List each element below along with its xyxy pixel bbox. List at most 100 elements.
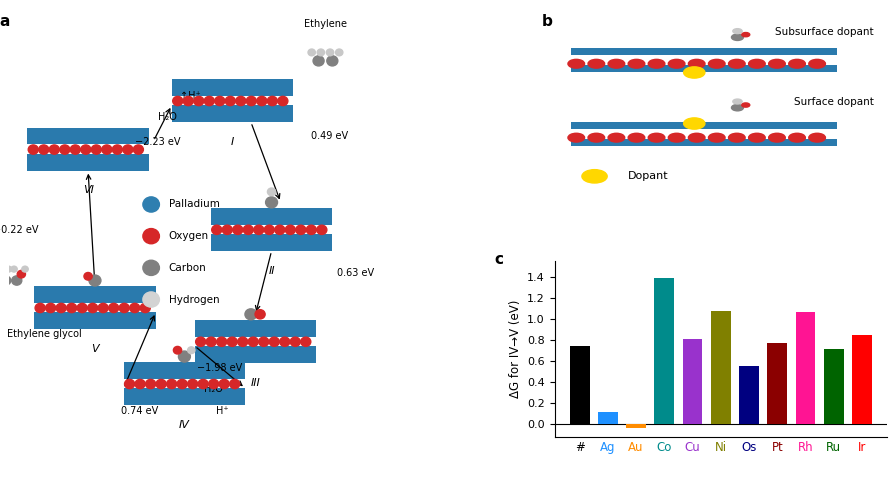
Circle shape (728, 133, 745, 142)
Circle shape (0, 270, 5, 278)
Circle shape (35, 303, 45, 312)
Circle shape (130, 303, 140, 312)
Circle shape (209, 379, 219, 389)
Circle shape (317, 49, 324, 56)
Circle shape (809, 60, 825, 68)
Circle shape (204, 96, 214, 106)
Circle shape (285, 225, 296, 234)
Text: IV: IV (179, 420, 190, 430)
Circle shape (327, 56, 338, 66)
Circle shape (66, 303, 77, 312)
Bar (768, 343, 788, 424)
Circle shape (211, 225, 222, 234)
Circle shape (668, 133, 685, 142)
Circle shape (709, 60, 725, 68)
Circle shape (668, 60, 685, 68)
Text: b: b (541, 14, 552, 29)
Circle shape (17, 270, 25, 278)
Circle shape (313, 56, 324, 66)
Circle shape (236, 96, 246, 106)
Circle shape (684, 118, 705, 129)
Text: c: c (495, 252, 504, 267)
Circle shape (688, 60, 705, 68)
Circle shape (142, 260, 159, 276)
Circle shape (267, 96, 278, 106)
Bar (572, 122, 837, 129)
Circle shape (135, 379, 145, 389)
Bar (572, 48, 837, 55)
Circle shape (142, 197, 159, 212)
Circle shape (81, 145, 90, 154)
Text: Surface dopant: Surface dopant (794, 97, 874, 108)
Bar (172, 79, 293, 96)
Text: Hydrogen: Hydrogen (168, 295, 220, 304)
Circle shape (11, 266, 17, 272)
Bar (194, 320, 316, 336)
Circle shape (5, 266, 12, 272)
Bar (34, 312, 156, 329)
Circle shape (265, 197, 278, 208)
Circle shape (125, 379, 134, 389)
Circle shape (709, 133, 725, 142)
Circle shape (12, 276, 22, 285)
Circle shape (245, 309, 257, 320)
Circle shape (728, 60, 745, 68)
Circle shape (173, 96, 183, 106)
Bar (124, 362, 246, 379)
Circle shape (742, 33, 750, 37)
Text: 0.63 eV: 0.63 eV (337, 268, 374, 278)
Y-axis label: ΔG for IV→V (eV): ΔG for IV→V (eV) (509, 300, 521, 398)
Circle shape (222, 225, 232, 234)
Circle shape (326, 49, 333, 56)
Circle shape (156, 379, 166, 389)
Bar (739, 366, 759, 424)
Circle shape (145, 379, 156, 389)
Circle shape (308, 49, 315, 56)
Circle shape (296, 225, 306, 234)
Bar (27, 128, 149, 144)
Circle shape (257, 96, 267, 106)
Circle shape (769, 133, 785, 142)
Circle shape (588, 60, 605, 68)
Bar (124, 388, 246, 405)
Text: Ethylene: Ethylene (304, 19, 347, 29)
Circle shape (335, 49, 343, 56)
Circle shape (174, 347, 182, 354)
Text: V: V (91, 344, 99, 354)
Circle shape (246, 96, 256, 106)
Text: 0.49 eV: 0.49 eV (312, 131, 349, 141)
Circle shape (684, 67, 705, 78)
Circle shape (225, 96, 236, 106)
Circle shape (206, 337, 216, 347)
Text: H₂O: H₂O (203, 384, 222, 395)
Bar (572, 139, 837, 146)
Circle shape (134, 145, 143, 154)
Circle shape (254, 225, 263, 234)
Circle shape (77, 303, 87, 312)
Circle shape (88, 303, 98, 312)
Circle shape (788, 133, 806, 142)
Circle shape (1, 276, 11, 285)
Circle shape (22, 266, 29, 272)
Circle shape (568, 133, 584, 142)
Circle shape (108, 303, 119, 312)
Bar (796, 312, 815, 424)
Circle shape (278, 96, 288, 106)
Circle shape (628, 60, 645, 68)
Text: III: III (251, 378, 261, 388)
Circle shape (187, 379, 198, 389)
Circle shape (748, 133, 765, 142)
Circle shape (582, 169, 607, 183)
Circle shape (648, 133, 665, 142)
Circle shape (259, 337, 269, 347)
Circle shape (187, 347, 195, 354)
Circle shape (195, 337, 206, 347)
Bar (654, 277, 675, 424)
Bar (211, 208, 332, 225)
Circle shape (102, 145, 112, 154)
Circle shape (608, 133, 625, 142)
Circle shape (140, 303, 151, 312)
Circle shape (264, 225, 274, 234)
Text: VI: VI (82, 185, 93, 195)
Circle shape (280, 337, 289, 347)
